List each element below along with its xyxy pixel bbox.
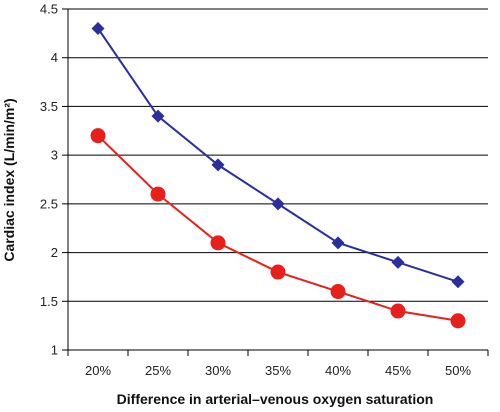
y-tick-label: 4 [51,50,58,65]
axes [62,8,489,356]
data-point-circle [270,264,286,280]
data-point-circle [90,128,106,144]
data-point-diamond [211,158,225,172]
x-tick-label: 20% [85,363,111,378]
x-tick-label: 50% [445,363,471,378]
data-point-diamond [391,255,405,269]
data-series [90,21,466,329]
x-tick-label: 35% [265,363,291,378]
data-point-diamond [91,21,105,35]
data-point-circle [330,284,346,300]
y-tick-labels: 1 1.5 2 2.5 3 3.5 4 4.5 [40,2,58,358]
x-tick-label: 40% [325,363,351,378]
y-tick-label: 1 [51,343,58,358]
data-point-circle [450,313,466,329]
data-point-diamond [271,197,285,211]
data-point-circle [210,235,226,251]
series-line [97,134,459,322]
data-point-circle [150,186,166,202]
x-axis-title: Difference in arterial–venous oxygen sat… [117,391,434,407]
x-tick-label: 30% [205,363,231,378]
data-point-diamond [451,275,465,289]
x-tick-labels: 20% 25% 30% 35% 40% 45% 50% [85,363,471,378]
data-point-diamond [331,236,345,250]
y-tick-label: 3.5 [40,99,58,114]
y-tick-label: 3 [51,148,58,163]
data-point-diamond [151,109,165,123]
x-tick-label: 45% [385,363,411,378]
y-axis-title: Cardiac index (L/min/m²) [1,98,17,261]
y-tick-label: 2 [51,245,58,260]
series-1 [91,21,465,289]
series-2 [90,128,466,329]
data-point-circle [390,303,406,319]
y-tick-label: 4.5 [40,2,58,17]
y-tick-label: 2.5 [40,196,58,211]
y-tick-label: 1.5 [40,294,58,309]
gridlines [68,8,488,302]
x-tick-label: 25% [145,363,171,378]
